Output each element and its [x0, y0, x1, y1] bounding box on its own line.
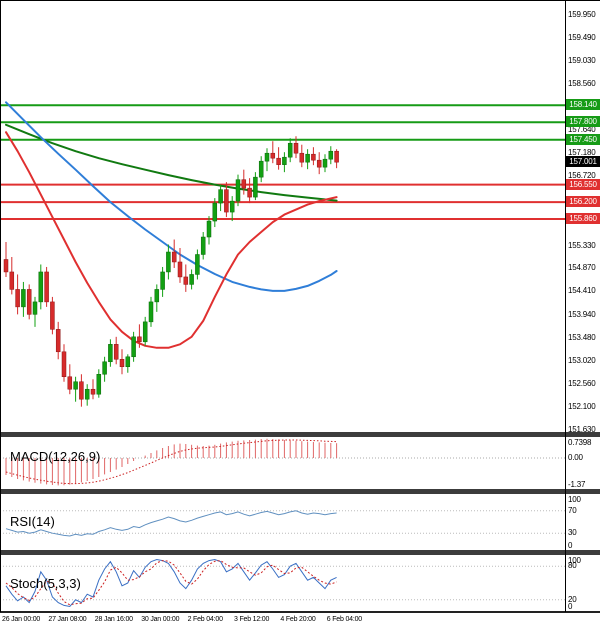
price-axis-tick: 153.940: [568, 309, 596, 319]
rsi-axis-value: 30: [568, 528, 577, 538]
stoch-axis-value: 80: [568, 561, 577, 571]
rsi-axis-value: 0: [568, 541, 573, 550]
macd-indicator-label: MACD(12,26,9): [10, 449, 101, 464]
time-axis-label: 4 Feb 20:00: [280, 616, 316, 623]
price-axis-tick: 159.030: [568, 55, 596, 65]
price-level-badge-resistance: 158.140: [566, 99, 600, 111]
time-axis-label: 6 Feb 04:00: [326, 616, 362, 623]
chart-border-left: [0, 0, 1, 612]
time-axis-label: 3 Feb 12:00: [234, 616, 270, 623]
price-axis-tick: 156.720: [568, 171, 596, 181]
time-axis-label: 30 Jan 00:00: [141, 616, 180, 623]
rsi-panel-chart: [0, 510, 566, 537]
panel-separator: [0, 550, 600, 555]
price-level-badge-resistance: 157.800: [566, 116, 600, 128]
main-price-chart: [0, 101, 566, 407]
macd-panel-chart: [0, 438, 566, 486]
chart-border-top: [0, 0, 600, 1]
stoch-axis-value: 100: [568, 556, 581, 565]
macd-axis-value: 0.7398: [568, 438, 592, 448]
price-level-badge-resistance: 157.450: [566, 133, 600, 145]
macd-axis-value: 0.00: [568, 453, 583, 462]
price-axis-tick: 159.490: [568, 32, 596, 42]
price-axis-tick: 153.480: [568, 332, 596, 342]
price-level-badge-current-price: 157.001: [566, 156, 600, 168]
time-axis-label: 2 Feb 04:00: [187, 616, 223, 623]
price-axis-tick: 152.560: [568, 378, 596, 388]
macd-axis-value: -1.37: [568, 480, 586, 489]
price-level-badge-support: 155.860: [566, 213, 600, 225]
price-axis-tick: 158.560: [568, 79, 596, 89]
price-axis-tick: 155.330: [568, 240, 596, 250]
price-axis-tick: 159.950: [568, 9, 596, 19]
price-axis-tick: 153.020: [568, 355, 596, 365]
price-axis-tick: 154.410: [568, 286, 596, 296]
panel-separator: [0, 432, 600, 437]
time-axis-label: 27 Jan 08:00: [48, 616, 87, 623]
stoch-panel-chart: [0, 558, 566, 608]
panel-separator: [0, 611, 600, 613]
rsi-indicator-label: RSI(14): [10, 514, 55, 529]
price-axis-tick: 157.640: [568, 125, 596, 135]
price-axis-divider: [565, 0, 566, 612]
rsi-axis-value: 70: [568, 505, 577, 515]
stoch-axis-value: 0: [568, 602, 573, 611]
time-axis-label: 28 Jan 16:00: [94, 616, 133, 623]
stoch-indicator-label: Stoch(5,3,3): [10, 576, 81, 591]
price-axis-tick: 151.630: [568, 425, 596, 435]
time-axis-label: 26 Jan 00:00: [2, 616, 41, 623]
price-axis-tick: 157.180: [568, 148, 596, 158]
panel-separator: [0, 489, 600, 494]
price-level-badge-support: 156.550: [566, 178, 600, 190]
price-axis-tick: 154.870: [568, 263, 596, 273]
stoch-axis-value: 20: [568, 594, 577, 604]
rsi-axis-value: 100: [568, 495, 581, 504]
price-level-badge-support: 156.200: [566, 196, 600, 208]
price-axis-tick: 152.100: [568, 401, 596, 411]
